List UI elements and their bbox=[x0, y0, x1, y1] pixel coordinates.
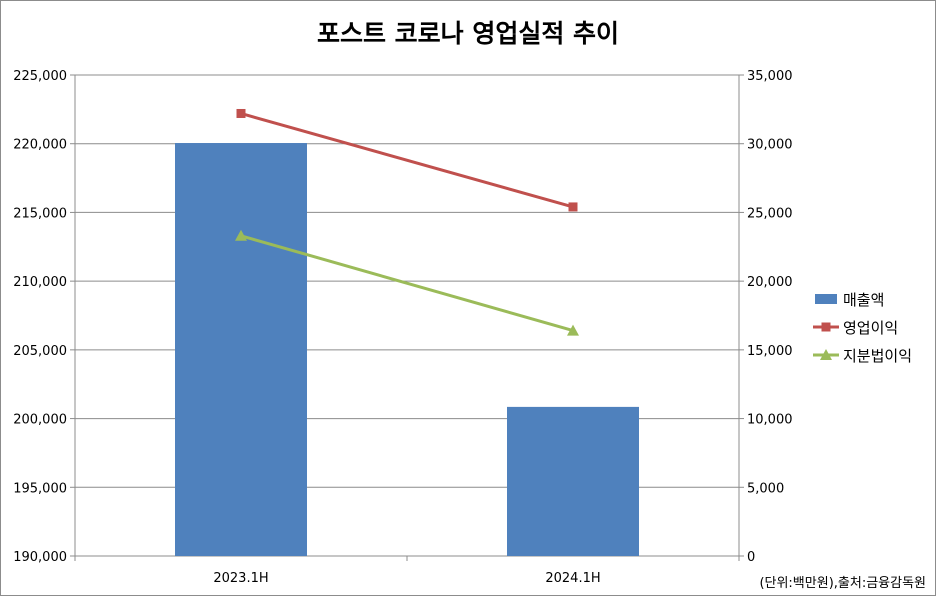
left-axis-tick-label: 220,000 bbox=[13, 138, 67, 153]
bar-매출액 bbox=[507, 406, 639, 556]
right-axis-tick-label: 30,000 bbox=[747, 138, 793, 153]
right-axis-tick-label: 35,000 bbox=[747, 69, 793, 84]
right-axis-tick-label: 5,000 bbox=[747, 481, 784, 496]
left-axis-tick-label: 205,000 bbox=[13, 344, 67, 359]
right-axis-tick-label: 20,000 bbox=[747, 275, 793, 290]
left-axis-tick-label: 215,000 bbox=[13, 206, 67, 221]
marker-지분법이익 bbox=[235, 229, 247, 241]
legend-label: 영업이익 bbox=[843, 319, 898, 337]
left-axis-tick-label: 190,000 bbox=[13, 550, 67, 565]
right-axis-tick-label: 15,000 bbox=[747, 344, 793, 359]
chart-title: 포스트 코로나 영업실적 추이 bbox=[316, 19, 620, 48]
right-axis-tick-label: 0 bbox=[747, 550, 755, 565]
legend-marker-영업이익 bbox=[821, 322, 831, 332]
x-axis-tick-label: 2023.1H bbox=[213, 571, 268, 586]
legend-swatch-매출액 bbox=[815, 294, 837, 304]
marker-영업이익 bbox=[236, 108, 246, 118]
line-지분법이익 bbox=[240, 234, 574, 333]
right-axis-tick-label: 25,000 bbox=[747, 206, 793, 221]
x-axis-tick-label: 2024.1H bbox=[545, 571, 600, 586]
legend-label: 지분법이익 bbox=[843, 347, 912, 365]
legend-label: 매출액 bbox=[843, 291, 884, 309]
legend-marker-지분법이익 bbox=[820, 349, 832, 360]
right-axis-tick-label: 10,000 bbox=[747, 413, 793, 428]
left-axis-tick-label: 210,000 bbox=[13, 275, 67, 290]
marker-영업이익 bbox=[568, 202, 578, 212]
left-axis-tick-label: 225,000 bbox=[13, 69, 67, 84]
source-note: (단위:백만원),출처:금융감독원 bbox=[759, 576, 926, 591]
line-영업이익 bbox=[240, 112, 574, 209]
left-axis-tick-label: 195,000 bbox=[13, 481, 67, 496]
left-axis-tick-label: 200,000 bbox=[13, 413, 67, 428]
bar-매출액 bbox=[175, 143, 307, 556]
marker-지분법이익 bbox=[567, 324, 579, 336]
